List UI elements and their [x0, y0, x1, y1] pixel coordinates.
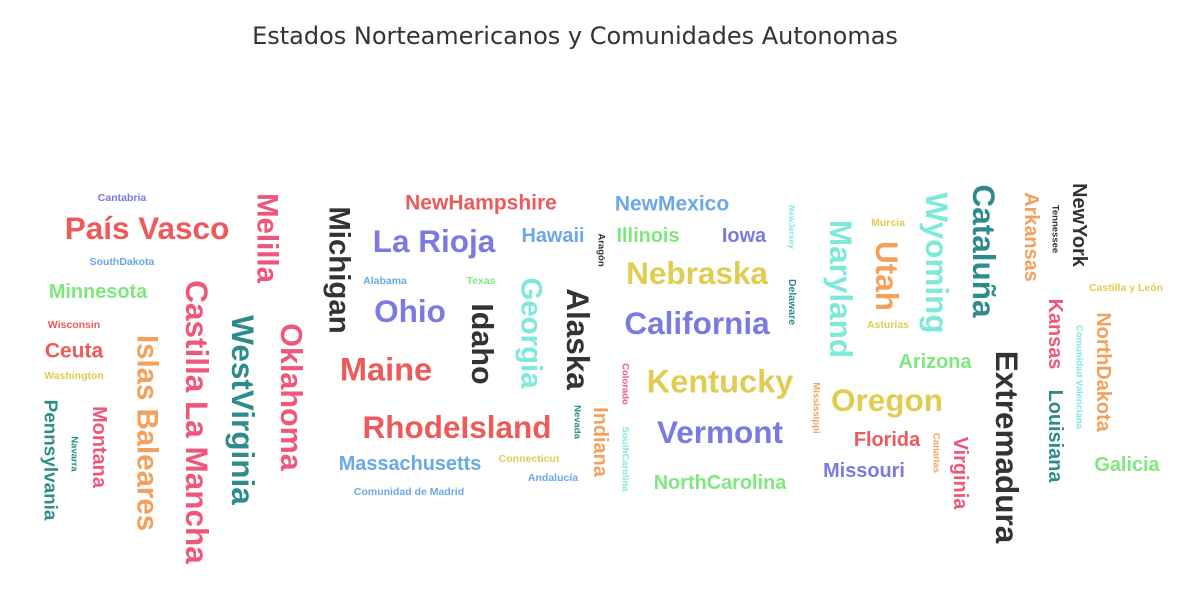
word-michigan: Michigan: [323, 206, 356, 333]
word-montana: Montana: [88, 406, 110, 489]
word-tennessee: Tennessee: [1050, 205, 1061, 253]
word-northdakota: NorthDakota: [1092, 312, 1114, 432]
word-mississippi: Mississippi: [811, 382, 822, 433]
word-castilla-y-león: Castilla y León: [1089, 282, 1163, 294]
word-canarias: Canarias: [931, 433, 942, 473]
word-missouri: Missouri: [823, 460, 905, 482]
word-wisconsin: Wisconsin: [48, 319, 100, 331]
word-massachusetts: Massachusetts: [339, 453, 482, 475]
word-colorado: Colorado: [620, 363, 631, 405]
word-utah: Utah: [869, 241, 905, 311]
word-newmexico: NewMexico: [615, 193, 729, 216]
word-illinois: Illinois: [617, 225, 680, 247]
word-andalucía: Andalucía: [528, 472, 578, 484]
word-pennsylvania: Pennsylvania: [40, 400, 61, 521]
word-navarra: Navarra: [69, 436, 80, 472]
word-nebraska: Nebraska: [626, 255, 768, 291]
word-vermont: Vermont: [657, 414, 784, 450]
word-virginia: Virginia: [949, 437, 971, 511]
word-melilla: Melilla: [251, 193, 284, 283]
word-murcia: Murcia: [871, 217, 905, 229]
word-newyork: NewYork: [1068, 183, 1090, 268]
word-comunidad-de-madrid: Comunidad de Madrid: [354, 486, 464, 498]
word-hawaii: Hawaii: [521, 225, 584, 247]
word-país-vasco: País Vasco: [65, 210, 230, 246]
word-nevada: Nevada: [572, 405, 583, 440]
word-arkansas: Arkansas: [1020, 192, 1042, 282]
word-cataluña: Cataluña: [966, 184, 1002, 318]
word-louisiana: Louisiana: [1044, 390, 1066, 484]
word-rhodeisland: RhodeIsland: [362, 409, 551, 445]
word-oregon: Oregon: [831, 382, 943, 418]
word-idaho: Idaho: [465, 303, 499, 384]
word-castilla-la-mancha: Castilla La Mancha: [179, 280, 215, 564]
word-minnesota: Minnesota: [49, 281, 148, 303]
word-westvirginia: WestVirginia: [225, 315, 261, 505]
word-kansas: Kansas: [1044, 299, 1066, 370]
word-alaska: Alaska: [560, 288, 596, 390]
word-indiana: Indiana: [589, 407, 611, 478]
word-texas: Texas: [467, 275, 496, 287]
word-comunidad-valenciana: Comunidad Valenciana: [1074, 325, 1085, 430]
word-northcarolina: NorthCarolina: [654, 472, 788, 494]
word-arizona: Arizona: [899, 351, 973, 373]
word-oklahoma: Oklahoma: [274, 323, 308, 472]
word-maine: Maine: [340, 351, 432, 388]
word-cantabria: Cantabria: [98, 192, 147, 204]
word-ceuta: Ceuta: [45, 340, 104, 363]
word-connecticut: Connecticut: [499, 453, 560, 465]
word-washington: Washington: [44, 370, 104, 382]
word-california: California: [624, 305, 770, 341]
word-georgia: Georgia: [515, 277, 548, 389]
word-kentucky: Kentucky: [647, 363, 794, 400]
word-delaware: Delaware: [786, 279, 798, 325]
word-newhampshire: NewHampshire: [405, 192, 557, 215]
word-ohio: Ohio: [374, 293, 446, 329]
word-alabama: Alabama: [363, 275, 407, 287]
chart-title: Estados Norteamericanos y Comunidades Au…: [252, 22, 898, 50]
word-maryland: Maryland: [823, 220, 859, 358]
word-islas-baleares: Islas Baleares: [131, 335, 164, 531]
word-asturias: Asturias: [867, 319, 909, 331]
word-wyoming: Wyoming: [919, 192, 955, 333]
word-aragón: Aragón: [596, 233, 607, 266]
word-southdakota: SouthDakota: [90, 256, 155, 268]
word-southcarolina: SouthCarolina: [620, 427, 631, 493]
word-iowa: Iowa: [722, 225, 767, 247]
word-florida: Florida: [854, 429, 921, 451]
word-galicia: Galicia: [1094, 454, 1160, 476]
word-la-rioja: La Rioja: [373, 223, 496, 259]
word-extremadura: Extremadura: [989, 351, 1025, 544]
word-newjersey: NewJersey: [787, 205, 797, 249]
